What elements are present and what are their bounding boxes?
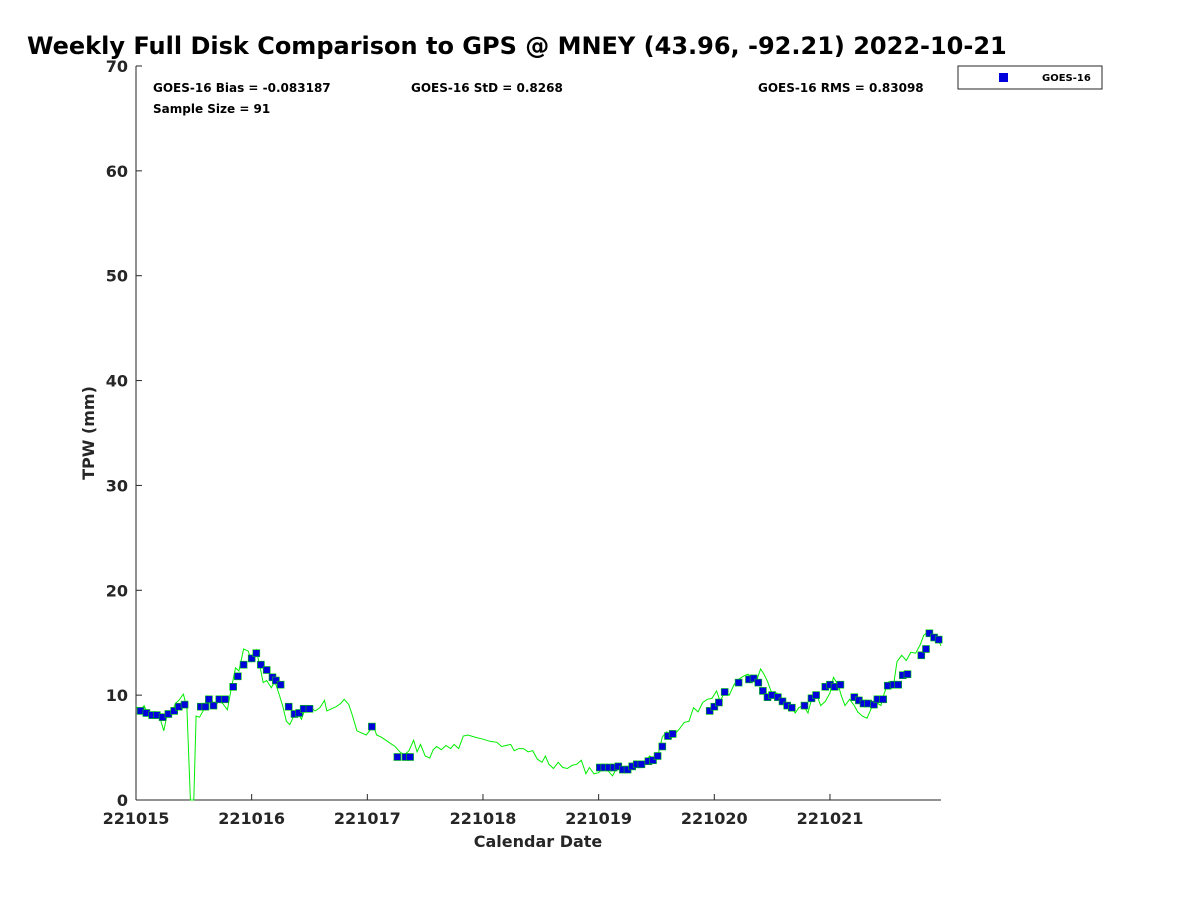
goes16-point bbox=[239, 660, 248, 669]
goes16-point bbox=[710, 702, 719, 711]
y-tick-label: 60 bbox=[106, 162, 128, 181]
goes16-point bbox=[705, 707, 714, 715]
goes16-point bbox=[234, 672, 242, 681]
y-tick-label: 20 bbox=[106, 581, 128, 600]
x-tick-label: 221015 bbox=[103, 809, 170, 828]
goes16-point bbox=[734, 678, 743, 687]
goes16-point bbox=[759, 687, 767, 695]
x-ticks: 221015 221016 221017 221018 221019 221020 2210… bbox=[103, 794, 864, 828]
goes16-point bbox=[393, 753, 402, 761]
y-tick-label: 40 bbox=[106, 372, 128, 391]
rms-annotation: GOES-16 RMS = 0.83098 bbox=[758, 81, 924, 95]
bias-annotation: GOES-16 Bias = -0.083187 bbox=[153, 81, 331, 95]
goes16-point bbox=[272, 676, 280, 685]
goes16-point bbox=[201, 702, 210, 711]
y-ticks: 0 10 20 30 40 50 60 70 bbox=[106, 57, 142, 810]
x-tick-label: 221021 bbox=[797, 809, 864, 828]
goes16-point bbox=[934, 635, 943, 644]
stats-annotations: GOES-16 Bias = -0.083187 GOES-16 StD = 0… bbox=[153, 81, 924, 116]
x-tick-label: 221016 bbox=[218, 809, 285, 828]
goes16-point bbox=[170, 707, 178, 715]
chart-title: Weekly Full Disk Comparison to GPS @ MNE… bbox=[27, 32, 1007, 60]
goes16-point bbox=[247, 654, 256, 663]
goes16-point bbox=[221, 695, 229, 704]
goes16-point bbox=[778, 697, 787, 706]
goes16-point bbox=[715, 698, 723, 707]
x-tick-label: 221019 bbox=[565, 809, 632, 828]
goes16-point bbox=[917, 651, 926, 660]
legend-label-goes16: GOES-16 bbox=[1042, 73, 1091, 84]
goes16-point bbox=[658, 742, 667, 751]
y-tick-label: 70 bbox=[106, 57, 128, 76]
goes16-point bbox=[284, 702, 293, 711]
plot-area bbox=[135, 66, 941, 801]
goes16-point bbox=[922, 645, 930, 653]
goes16-point bbox=[276, 680, 285, 689]
x-tick-label: 221017 bbox=[334, 809, 401, 828]
goes16-point bbox=[925, 629, 934, 638]
y-tick-label: 10 bbox=[106, 686, 128, 705]
x-tick-label: 221018 bbox=[450, 809, 517, 828]
x-tick-label: 221020 bbox=[681, 809, 748, 828]
goes16-point bbox=[295, 709, 303, 717]
goes16-point bbox=[894, 680, 903, 689]
goes16-point bbox=[774, 693, 782, 702]
y-tick-label: 50 bbox=[106, 267, 128, 286]
goes16-point bbox=[879, 695, 888, 704]
goes16-point bbox=[903, 670, 912, 679]
std-annotation: GOES-16 StD = 0.8268 bbox=[411, 81, 563, 95]
goes16-point bbox=[720, 688, 729, 696]
y-tick-label: 30 bbox=[106, 476, 128, 495]
goes16-point bbox=[257, 660, 265, 669]
goes16-point bbox=[653, 752, 662, 760]
goes16-point bbox=[305, 704, 314, 713]
y-tick-label: 0 bbox=[117, 791, 128, 810]
goes16-point bbox=[836, 680, 845, 689]
goes16-point bbox=[205, 695, 213, 704]
goes16-point bbox=[649, 756, 657, 765]
goes16-point bbox=[668, 730, 677, 738]
goes16-point bbox=[749, 674, 758, 683]
goes16-point bbox=[812, 691, 820, 699]
goes16-point bbox=[368, 722, 376, 731]
goes16-point bbox=[800, 701, 809, 710]
x-axis-label: Calendar Date bbox=[474, 832, 603, 851]
goes16-point bbox=[180, 700, 189, 709]
goes16-point bbox=[787, 703, 796, 712]
series-layer bbox=[135, 629, 943, 801]
goes16-point bbox=[637, 760, 646, 769]
goes16-point bbox=[262, 666, 271, 674]
legend-marker-goes16 bbox=[999, 73, 1008, 82]
goes16-point bbox=[406, 753, 414, 761]
y-axis-label: TPW (mm) bbox=[79, 386, 98, 480]
sample-size-annotation: Sample Size = 91 bbox=[153, 102, 270, 116]
goes16-point bbox=[209, 701, 218, 710]
goes16-point bbox=[754, 678, 763, 687]
goes16-point bbox=[229, 682, 237, 691]
legend-box bbox=[957, 65, 1103, 90]
legend: GOES-16 bbox=[957, 65, 1103, 90]
goes16-point bbox=[252, 649, 261, 658]
